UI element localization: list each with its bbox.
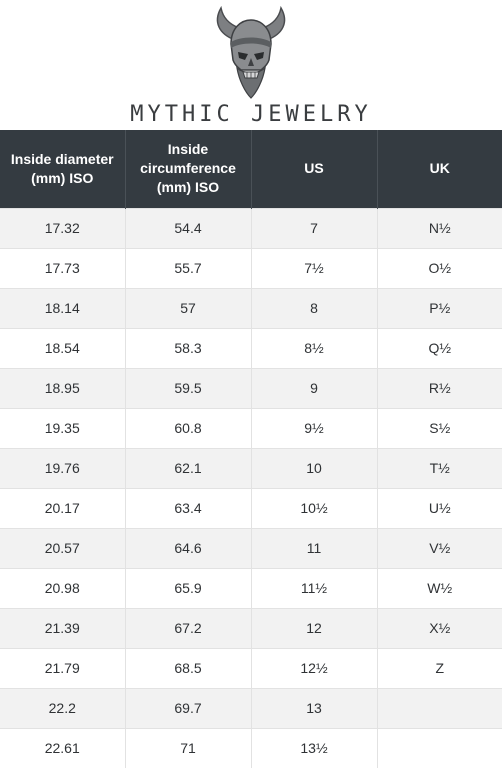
cell-us: 13 [251,687,378,728]
cell-inside-diameter: 17.73 [0,247,126,288]
table-row: 20.17 63.4 10½ U½ [0,487,502,528]
cell-us: 10½ [251,487,378,528]
table-row: 17.32 54.4 7 N½ [0,207,502,248]
cell-us: 10 [251,447,378,488]
cell-uk: X½ [377,607,502,648]
cell-inside-circumference: 65.9 [125,567,252,608]
header-row: Inside diameter (mm) ISO Inside circumfe… [0,130,502,208]
cell-inside-circumference: 64.6 [125,527,252,568]
cell-inside-circumference: 69.7 [125,687,252,728]
cell-uk: P½ [377,287,502,328]
cell-inside-diameter: 21.39 [0,607,126,648]
table-row: 18.54 58.3 8½ Q½ [0,327,502,368]
table-row: 21.79 68.5 12½ Z [0,647,502,688]
cell-inside-diameter: 18.95 [0,367,126,408]
cell-uk: W½ [377,567,502,608]
cell-inside-diameter: 19.35 [0,407,126,448]
cell-us: 7½ [251,247,378,288]
cell-inside-circumference: 68.5 [125,647,252,688]
table-row: 21.39 67.2 12 X½ [0,607,502,648]
cell-uk: Z [377,647,502,688]
cell-us: 9 [251,367,378,408]
cell-uk: N½ [377,207,502,248]
cell-inside-diameter: 20.57 [0,527,126,568]
cell-inside-circumference: 55.7 [125,247,252,288]
cell-inside-diameter: 22.2 [0,687,126,728]
table-row: 19.76 62.1 10 T½ [0,447,502,488]
cell-us: 13½ [251,727,378,768]
cell-uk [377,687,502,728]
cell-us: 7 [251,207,378,248]
cell-inside-diameter: 20.98 [0,567,126,608]
header-us: US [251,130,378,208]
cell-inside-diameter: 20.17 [0,487,126,528]
cell-us: 8 [251,287,378,328]
header-inside-diameter: Inside diameter (mm) ISO [0,130,126,208]
table-row: 20.98 65.9 11½ W½ [0,567,502,608]
table-body: 17.32 54.4 7 N½ 17.73 55.7 7½ O½ 18.14 57 8 P½ 18.54… [0,207,502,768]
brand-header: MYTHIC JEWELRY [0,0,502,130]
cell-inside-circumference: 58.3 [125,327,252,368]
cell-inside-diameter: 19.76 [0,447,126,488]
cell-uk: V½ [377,527,502,568]
cell-inside-circumference: 71 [125,727,252,768]
table-row: 20.57 64.6 11 V½ [0,527,502,568]
cell-uk: U½ [377,487,502,528]
cell-inside-circumference: 59.5 [125,367,252,408]
cell-inside-circumference: 63.4 [125,487,252,528]
cell-us: 11½ [251,567,378,608]
cell-us: 11 [251,527,378,568]
table-row: 22.2 69.7 13 [0,687,502,728]
header-uk: UK [377,130,502,208]
table-row: 17.73 55.7 7½ O½ [0,247,502,288]
cell-uk: T½ [377,447,502,488]
table-row: 19.35 60.8 9½ S½ [0,407,502,448]
cell-uk: Q½ [377,327,502,368]
cell-inside-circumference: 57 [125,287,252,328]
cell-inside-diameter: 18.14 [0,287,126,328]
cell-inside-circumference: 67.2 [125,607,252,648]
cell-inside-circumference: 62.1 [125,447,252,488]
horned-skull-icon [216,5,286,99]
cell-us: 12½ [251,647,378,688]
cell-us: 8½ [251,327,378,368]
table-row: 18.14 57 8 P½ [0,287,502,328]
brand-name: MYTHIC JEWELRY [130,102,372,127]
cell-uk: R½ [377,367,502,408]
cell-inside-diameter: 18.54 [0,327,126,368]
table-header: Inside diameter (mm) ISO Inside circumfe… [0,130,502,208]
cell-uk: S½ [377,407,502,448]
table-row: 18.95 59.5 9 R½ [0,367,502,408]
cell-uk: O½ [377,247,502,288]
cell-us: 9½ [251,407,378,448]
header-inside-circumference: Inside circumference (mm) ISO [125,130,252,208]
cell-us: 12 [251,607,378,648]
cell-uk [377,727,502,768]
cell-inside-diameter: 21.79 [0,647,126,688]
cell-inside-circumference: 60.8 [125,407,252,448]
ring-size-table: Inside diameter (mm) ISO Inside circumfe… [0,130,502,768]
cell-inside-diameter: 17.32 [0,207,126,248]
cell-inside-diameter: 22.61 [0,727,126,768]
table-row: 22.61 71 13½ [0,727,502,768]
cell-inside-circumference: 54.4 [125,207,252,248]
